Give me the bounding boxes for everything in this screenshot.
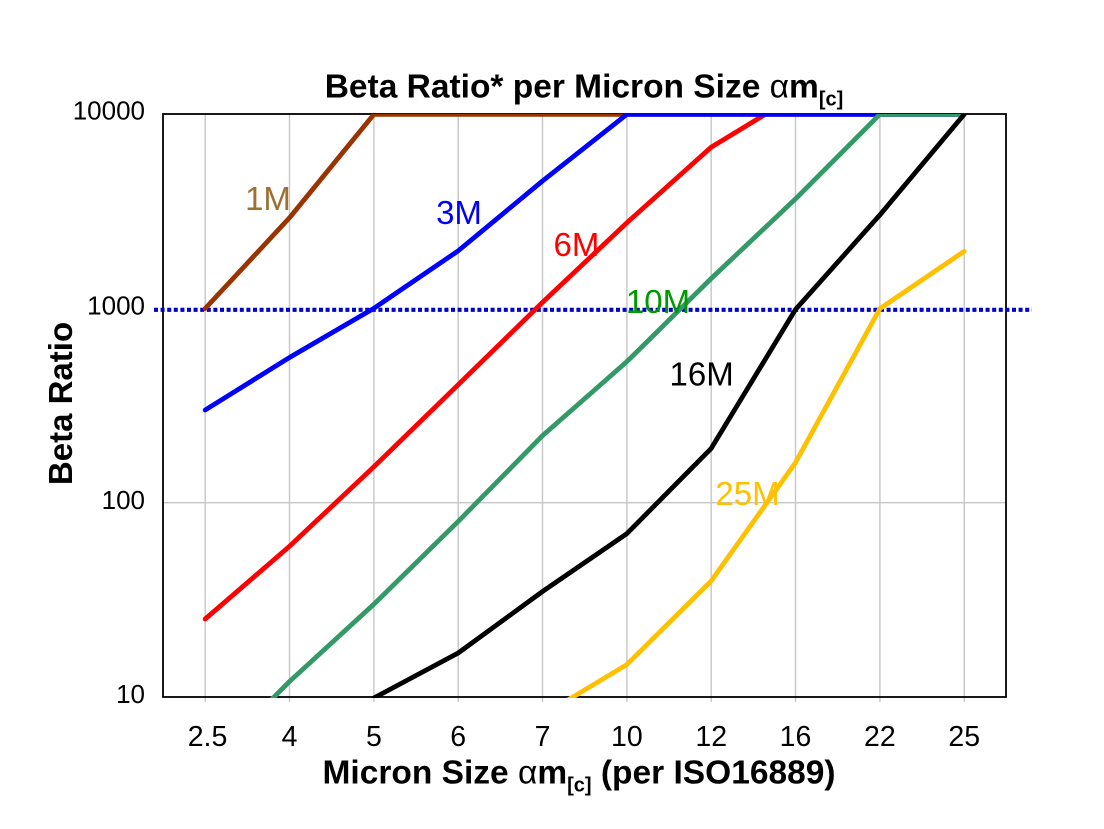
- svg-text:Beta Ratio: Beta Ratio: [42, 322, 79, 485]
- svg-text:12: 12: [695, 721, 727, 753]
- svg-text:2.5: 2.5: [188, 721, 228, 753]
- svg-text:6M: 6M: [553, 226, 599, 263]
- svg-text:3M: 3M: [436, 194, 482, 231]
- svg-text:22: 22: [864, 721, 896, 753]
- svg-text:6: 6: [450, 721, 466, 753]
- svg-text:7: 7: [535, 721, 551, 753]
- svg-text:25M: 25M: [715, 475, 779, 512]
- svg-text:100: 100: [102, 485, 145, 515]
- svg-text:1000: 1000: [87, 291, 145, 321]
- svg-text:10000: 10000: [73, 96, 145, 126]
- svg-text:16M: 16M: [669, 356, 733, 393]
- svg-text:10: 10: [116, 679, 145, 709]
- svg-text:5: 5: [366, 721, 382, 753]
- svg-text:1M: 1M: [245, 180, 291, 217]
- svg-text:Micron Size αm[c] (per ISO1688: Micron Size αm[c] (per ISO16889): [322, 755, 835, 797]
- svg-text:25: 25: [948, 721, 980, 753]
- svg-text:16: 16: [780, 721, 812, 753]
- svg-text:Beta Ratio* per Micron Size αm: Beta Ratio* per Micron Size αm[c]: [325, 69, 844, 111]
- svg-text:10M: 10M: [626, 283, 690, 320]
- svg-text:4: 4: [282, 721, 298, 753]
- svg-text:10: 10: [611, 721, 643, 753]
